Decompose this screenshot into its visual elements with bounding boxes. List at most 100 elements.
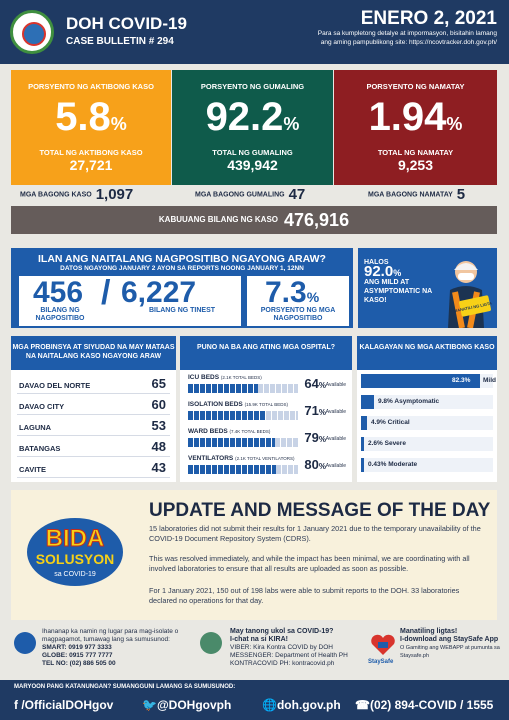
occupied-bar bbox=[275, 438, 298, 447]
kira-section: May tanong ukol sa COVID-19? I-chat na s… bbox=[200, 628, 360, 676]
card-sublabel: TOTAL NG AKTIBONG KASO bbox=[39, 148, 143, 157]
new-deaths: MGA BAGONG NAMATAY 5 bbox=[368, 186, 466, 203]
kira-question: May tanong ukol sa COVID-19? bbox=[230, 628, 334, 635]
available-label: Available bbox=[325, 436, 346, 442]
occupied-bar bbox=[276, 465, 298, 474]
status-title: KALAGAYAN NG MGA AKTIBONG KASO bbox=[357, 336, 497, 370]
available-label: Available bbox=[325, 463, 346, 469]
available-percent: 79% bbox=[304, 430, 326, 445]
update-title: UPDATE AND MESSAGE OF THE DAY bbox=[149, 500, 491, 521]
header-subtitle: Para sa kumpletong detalye at impormasyo… bbox=[317, 30, 497, 46]
active-cases-card: PORSYENTO NG AKTIBONG KASO 5.8% TOTAL NG… bbox=[11, 70, 171, 185]
hospital-title: PUNO NA BA ANG ATING MGA OSPITAL? bbox=[180, 336, 352, 370]
header: DOH COVID-19 CASE BULLETIN # 294 ENERO 2… bbox=[0, 0, 509, 64]
tel-number: TEL NO: (02) 886 505 00 bbox=[42, 660, 116, 667]
positivity-label: PORSYENTO NG MGA NAGPOSITIBO bbox=[260, 307, 336, 322]
phone-hotline: ☎(02) 894-COVID / 1555 bbox=[355, 698, 494, 712]
bida-solusyon-logo: BIDA SOLUSYON sa COVID-19 bbox=[27, 518, 123, 586]
bulletin-date: ENERO 2, 2021 bbox=[360, 8, 497, 29]
status-row: 0.43% Moderate bbox=[361, 458, 493, 472]
tested-label: BILANG NG TINEST bbox=[148, 307, 216, 314]
recovered-card: PORSYENTO NG GUMALING 92.2% TOTAL NG GUM… bbox=[172, 70, 333, 185]
status-bar bbox=[361, 374, 480, 388]
status-label: 9.8% Asymptomatic bbox=[378, 398, 440, 405]
status-row: 9.8% Asymptomatic bbox=[361, 395, 493, 409]
bed-type-label: ICU BEDS (2.1K TOTAL BEDS) bbox=[188, 374, 262, 381]
capacity-bar bbox=[188, 384, 298, 393]
phone-icon: ☎ bbox=[355, 698, 370, 712]
province-count: 65 bbox=[151, 376, 166, 391]
tested-count: 6,227 bbox=[121, 276, 197, 309]
facebook-link[interactable]: f /OfficialDOHgov bbox=[14, 698, 114, 712]
province-count: 48 bbox=[151, 439, 166, 454]
capacity-bar bbox=[188, 411, 298, 420]
svg-text:sa COVID-19: sa COVID-19 bbox=[54, 571, 96, 578]
status-percent: 82.3% bbox=[452, 377, 471, 384]
staysafe-line-1: Manatiling ligtas! bbox=[400, 628, 458, 635]
kira-chat: I-chat na si KIRA! bbox=[230, 636, 288, 643]
card-label: PORSYENTO NG AKTIBONG KASO bbox=[28, 82, 154, 91]
new-recoveries: MGA BAGONG GUMALING 47 bbox=[195, 186, 306, 203]
hotline-section: Ihananap ka namin ng lugar para mag-isol… bbox=[14, 628, 184, 676]
available-percent: 64% bbox=[304, 376, 326, 391]
staysafe-logo-text: StaySafe bbox=[368, 659, 394, 665]
card-count: 9,253 bbox=[397, 157, 434, 173]
positive-tested-panel: 456 / 6,227 BILANG NG NAGPOSITIBO BILANG… bbox=[19, 274, 241, 326]
deaths-card: PORSYENTO NG NAMATAY 1.94% TOTAL NG NAMA… bbox=[334, 70, 497, 185]
provinces-title: MGA PROBINSYA AT SIYUDAD NA MAY MATAAS N… bbox=[11, 336, 176, 370]
facebook-icon: f bbox=[14, 698, 22, 712]
province-count: 43 bbox=[151, 460, 166, 475]
positives-subtitle: DATOS NGAYONG JANUARY 2 AYON SA REPORTS … bbox=[60, 265, 304, 272]
status-label: 4.9% Critical bbox=[371, 419, 410, 426]
province-name: CAVITE bbox=[19, 465, 46, 474]
status-row: 2.6% Severe bbox=[361, 437, 493, 451]
province-name: DAVAO CITY bbox=[19, 402, 65, 411]
available-percent: 80% bbox=[304, 457, 326, 472]
positive-count: 456 bbox=[33, 276, 84, 309]
province-row: CAVITE 43 bbox=[17, 460, 170, 478]
twitter-link[interactable]: 🐦@DOHgovph bbox=[142, 698, 232, 712]
province-count: 60 bbox=[151, 397, 166, 412]
total-cases-bar: KABUUANG BILANG NG KASO 476,916 bbox=[11, 206, 497, 234]
update-paragraph-3: For 1 January 2021, 150 out of 198 labs … bbox=[149, 586, 460, 605]
kontracovid-contact: KONTRACOVID PH: kontracovid.ph bbox=[230, 660, 335, 667]
capacity-bar bbox=[188, 465, 298, 474]
new-cases: MGA BAGONG KASO 1,097 bbox=[20, 186, 134, 203]
bulletin-number: CASE BULLETIN # 294 bbox=[66, 36, 174, 47]
smart-number: SMART: 0919 977 3333 bbox=[42, 644, 112, 651]
positives-title: ILAN ANG NAITALANG NAGPOSITIBO NGAYONG A… bbox=[38, 253, 326, 265]
province-name: BATANGAS bbox=[19, 444, 61, 453]
province-row: BATANGAS 48 bbox=[17, 439, 170, 457]
positivity-rate: 7.3% bbox=[265, 276, 320, 309]
update-paragraph-2: This was resolved immediately, and while… bbox=[149, 554, 470, 573]
bed-type-label: WARD BEDS (7.4K TOTAL BEDS) bbox=[188, 428, 271, 435]
hospital-row: ICU BEDS (2.1K TOTAL BEDS) 64% Available bbox=[186, 374, 346, 398]
top-provinces-panel: MGA PROBINSYA AT SIYUDAD NA MAY MATAAS N… bbox=[11, 336, 176, 482]
province-count: 53 bbox=[151, 418, 166, 433]
svg-text:BIDA: BIDA bbox=[46, 525, 105, 552]
website-link[interactable]: 🌐doh.gov.ph bbox=[262, 698, 341, 712]
update-message: BIDA SOLUSYON sa COVID-19 UPDATE AND MES… bbox=[11, 490, 497, 620]
hotline-text: Ihananap ka namin ng lugar para mag-isol… bbox=[42, 628, 179, 643]
update-paragraph-1: 15 laboratories did not submit their res… bbox=[149, 524, 481, 543]
status-bar bbox=[361, 416, 367, 430]
status-label: 2.6% Severe bbox=[368, 440, 406, 447]
province-row: DAVAO DEL NORTE 65 bbox=[17, 376, 170, 394]
status-label: 0.43% Moderate bbox=[368, 461, 418, 468]
card-percent: 1.94% bbox=[368, 95, 463, 139]
available-percent: 71% bbox=[304, 403, 326, 418]
card-label: PORSYENTO NG NAMATAY bbox=[366, 82, 465, 91]
staysafe-section: StaySafe Manatiling ligtas! I-download a… bbox=[368, 628, 500, 676]
available-label: Available bbox=[325, 409, 346, 415]
status-bar bbox=[361, 395, 374, 409]
card-count: 439,942 bbox=[227, 157, 278, 173]
contact-message: MARYOON PANG KATANUNGAN? SUMANGGUNI LAMA… bbox=[14, 684, 236, 690]
hospital-capacity-panel: PUNO NA BA ANG ATING MGA OSPITAL? ICU BE… bbox=[180, 336, 352, 482]
province-name: DAVAO DEL NORTE bbox=[19, 381, 91, 390]
card-count: 27,721 bbox=[69, 157, 113, 173]
status-row: 82.3% Mild bbox=[361, 374, 496, 388]
card-percent: 5.8% bbox=[55, 95, 127, 139]
globe-number: GLOBE: 0915 777 7777 bbox=[42, 652, 113, 659]
messenger-contact: MESSENGER: Department of Health PH bbox=[230, 652, 348, 659]
hospital-row: ISOLATION BEDS (15.9K TOTAL BEDS) 71% Avai… bbox=[186, 401, 346, 425]
